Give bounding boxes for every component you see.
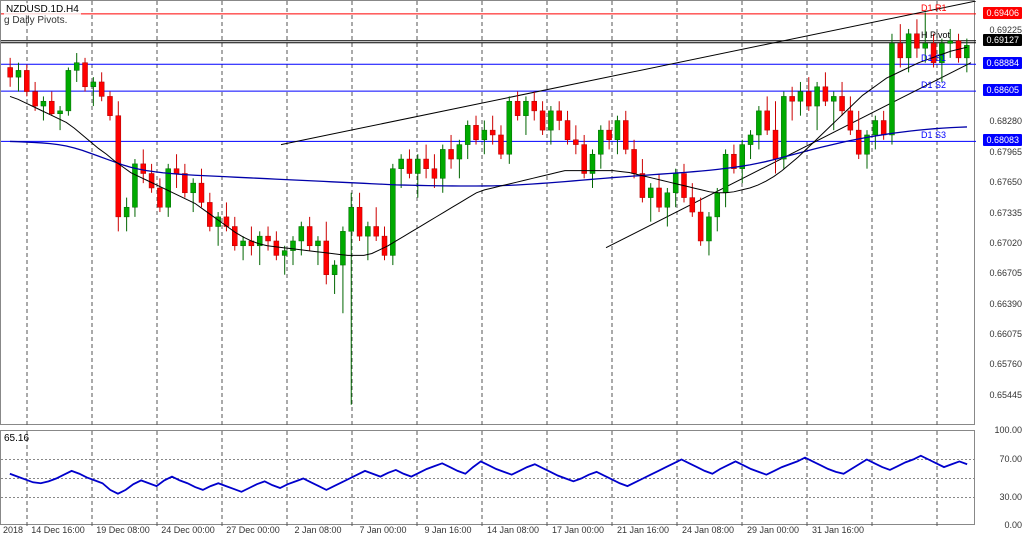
price-chart-svg [1,1,976,426]
y-tick-sub: 30.00 [999,492,1022,502]
x-tick: 14 Jan 08:00 [487,525,539,535]
x-tick: 27 Dec 00:00 [226,525,280,535]
y-tick: 0.65760 [989,359,1022,369]
indicator-value: 65.16 [4,433,29,444]
x-tick: 2 Jan 08:00 [294,525,341,535]
price-chart[interactable]: NZDUSD.1D.H4 g Daily Pivots. D1 R1H Pivo… [0,0,975,425]
price-level-box: 0.68083 [983,134,1022,146]
pivot-label: D1 R1 [921,3,947,13]
chart-container: NZDUSD.1D.H4 g Daily Pivots. D1 R1H Pivo… [0,0,1024,544]
x-axis: 2018 14 Dec 16:00 19 Dec 08:00 24 Dec 00:00… [0,525,975,544]
y-axis-main: 0.692250.689100.685950.682800.679650.676… [975,0,1024,425]
pivot-label: H Pivot [921,30,950,40]
y-axis-sub: 0.0030.0070.00100.00 [975,430,1024,525]
pivot-label: D1 S1 [921,53,946,63]
x-tick: 19 Dec 08:00 [96,525,150,535]
x-tick: 17 Jan 00:00 [552,525,604,535]
pivot-label: D1 S2 [921,80,946,90]
pivot-label: D1 S3 [921,130,946,140]
y-tick: 0.67965 [989,147,1022,157]
y-tick-sub: 0.00 [1004,520,1022,530]
y-tick: 0.66705 [989,268,1022,278]
y-tick: 0.67650 [989,177,1022,187]
price-level-box: 0.68884 [983,57,1022,69]
y-tick: 0.67335 [989,208,1022,218]
y-tick: 0.67020 [989,238,1022,248]
x-tick: 7 Jan 00:00 [359,525,406,535]
x-tick: 9 Jan 16:00 [424,525,471,535]
price-level-box: 0.69406 [983,7,1022,19]
chart-subtitle: g Daily Pivots. [4,15,67,26]
x-tick: 24 Jan 08:00 [682,525,734,535]
x-tick: 21 Jan 16:00 [617,525,669,535]
price-level-box: 0.69127 [983,34,1022,46]
x-tick: 24 Dec 00:00 [161,525,215,535]
x-tick: 31 Jan 16:00 [812,525,864,535]
y-tick: 0.65445 [989,390,1022,400]
y-tick: 0.66390 [989,299,1022,309]
x-tick: 2018 [3,525,23,535]
x-tick: 14 Dec 16:00 [31,525,85,535]
price-level-box: 0.68605 [983,84,1022,96]
y-tick-sub: 100.00 [994,425,1022,435]
y-tick: 0.68280 [989,116,1022,126]
x-tick: 29 Jan 00:00 [747,525,799,535]
indicator-chart[interactable]: 65.16 [0,430,975,525]
y-tick-sub: 70.00 [999,454,1022,464]
indicator-svg [1,431,976,526]
y-tick: 0.66075 [989,329,1022,339]
